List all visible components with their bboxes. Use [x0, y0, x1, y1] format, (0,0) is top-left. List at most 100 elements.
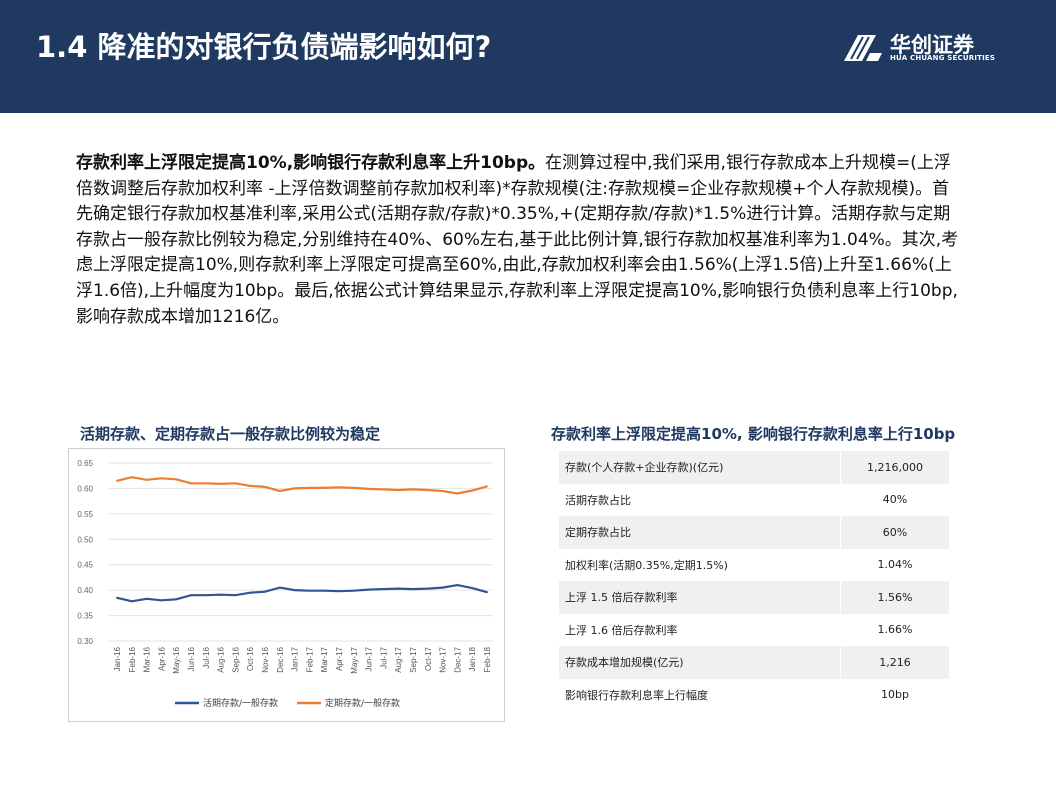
series-line-1: [116, 583, 488, 603]
logo-english-name: HUA CHUANG SECURITIES: [890, 54, 996, 62]
data-point: [219, 482, 222, 485]
x-tick-label: Apr-16: [157, 646, 166, 671]
row-value: 10bp: [881, 688, 909, 702]
data-point: [338, 590, 340, 593]
data-point: [264, 590, 266, 593]
left-chart-title: 活期存款、定期存款占一般存款比例较为稳定: [80, 425, 381, 443]
x-tick-label: Aug-17: [394, 646, 403, 672]
data-point: [160, 599, 163, 602]
data-point: [412, 588, 414, 591]
data-point: [308, 487, 311, 489]
data-point: [412, 488, 414, 491]
row-label: 定期存款占比: [559, 516, 841, 549]
y-tick-label: 0.40: [77, 586, 93, 595]
data-point: [397, 587, 400, 590]
x-tick-label: Jan-17: [291, 646, 300, 671]
x-tick-label: Nov-17: [439, 646, 448, 672]
row-value: 1.04%: [877, 558, 913, 572]
data-point: [249, 484, 252, 487]
x-tick-label: Dec-16: [276, 646, 285, 672]
row-label: 存款成本增加规模(亿元): [559, 646, 841, 679]
data-point: [382, 588, 385, 591]
data-point: [367, 588, 370, 591]
data-point: [234, 482, 237, 485]
x-tick-label: Nov-16: [261, 646, 270, 672]
x-tick-label: Mar-17: [320, 646, 329, 672]
data-point: [323, 589, 326, 592]
x-tick-label: Jul-16: [202, 646, 211, 668]
header-bar: 1.4 降准的对银行负债端影响如何? 华创证券 HUA CHUANG SECUR…: [0, 0, 1056, 113]
x-tick-label: Feb-18: [483, 646, 492, 672]
x-tick-label: May-16: [172, 646, 181, 673]
table-row: 存款成本增加规模(亿元) 1,216: [559, 646, 949, 679]
data-point: [456, 492, 459, 495]
y-tick-label: 0.50: [77, 535, 93, 544]
data-point: [367, 488, 370, 490]
data-point: [441, 586, 444, 589]
row-value: 40%: [882, 493, 908, 507]
x-tick-label: Dec-17: [453, 646, 462, 672]
y-tick-label: 0.60: [77, 484, 93, 493]
row-label: 加权利率(活期0.35%,定期1.5%): [559, 548, 841, 581]
x-tick-label: Sep-16: [231, 646, 240, 672]
page-title: 1.4 降准的对银行负债端影响如何?: [36, 30, 492, 64]
data-point: [130, 476, 133, 479]
data-point: [116, 596, 118, 599]
right-table-title: 存款利率上浮限定提高10%, 影响银行存款利息率上行10bp: [551, 425, 956, 443]
data-point: [130, 600, 133, 603]
x-tick-label: Mar-16: [143, 646, 152, 672]
calculation-table: 存款(个人存款+企业存款)(亿元) 1,216,000 活期存款占比 40% 定期存款占…: [559, 451, 949, 711]
series-line-2: [116, 476, 488, 495]
table-row: 活期存款占比 40%: [559, 483, 949, 516]
data-point: [278, 586, 281, 589]
company-logo: 华创证券 HUA CHUANG SECURITIES: [842, 29, 1002, 69]
data-point: [145, 597, 148, 600]
x-tick-label: Sep-17: [409, 646, 418, 672]
data-point: [204, 594, 207, 597]
paragraph-bold-lead: 存款利率上浮限定提高10%,影响银行存款利息率上升10bp。: [76, 153, 546, 173]
x-tick-label: Jun-16: [187, 646, 196, 671]
x-tick-label: Aug-16: [217, 646, 226, 672]
x-tick-label: Jan-18: [468, 646, 477, 671]
data-point: [486, 591, 488, 594]
row-value: 60%: [840, 516, 949, 549]
data-point: [293, 487, 296, 490]
data-point: [456, 584, 459, 586]
data-point: [471, 489, 474, 492]
x-tick-label: Jan-16: [113, 646, 122, 671]
x-tick-label: Oct-17: [424, 646, 433, 671]
x-tick-label: May-17: [350, 646, 359, 673]
table-row: 影响银行存款利息率上行幅度 10bp: [559, 678, 949, 711]
data-point: [190, 594, 192, 597]
table-row: 定期存款占比 60%: [559, 516, 949, 549]
x-tick-label: Jun-17: [365, 646, 374, 671]
x-tick-label: Feb-17: [305, 646, 314, 672]
x-tick-label: Jul-17: [379, 646, 388, 668]
data-point: [397, 489, 400, 491]
row-label: 上浮 1.6 倍后存款利率: [559, 613, 841, 646]
logo-chinese-name: 华创证券: [890, 33, 974, 57]
table-row: 上浮 1.6 倍后存款利率 1.66%: [559, 613, 949, 646]
line-chart: 0.65 0.60 0.55 0.50 0.45 0.40 0.35 0.30 Jan-16 Fe…: [77, 459, 493, 709]
data-point: [249, 591, 252, 594]
body-paragraph: 存款利率上浮限定提高10%,影响银行存款利息率上升10bp。在测算过程中,我们采…: [76, 151, 966, 330]
y-tick-label: 0.35: [77, 612, 93, 621]
row-label: 活期存款占比: [559, 483, 841, 516]
data-point: [145, 478, 148, 481]
data-point: [204, 482, 207, 485]
row-value: 1.56%: [840, 581, 949, 614]
data-point: [382, 488, 385, 491]
y-tick-label: 0.55: [77, 510, 93, 519]
row-value: 1,216: [840, 646, 949, 679]
x-tick-label: Feb-16: [128, 646, 137, 672]
data-point: [426, 489, 429, 491]
data-point: [278, 490, 281, 492]
data-point: [219, 593, 222, 596]
row-value: 1.66%: [877, 623, 913, 637]
table-row: 上浮 1.5 倍后存款利率 1.56%: [559, 581, 949, 614]
x-tick-label: Apr-17: [335, 646, 344, 671]
logo-mark-icon: [844, 35, 882, 61]
row-label: 上浮 1.5 倍后存款利率: [559, 581, 841, 614]
data-point: [338, 486, 340, 489]
legend-label: 活期存款/一般存款: [203, 697, 278, 709]
